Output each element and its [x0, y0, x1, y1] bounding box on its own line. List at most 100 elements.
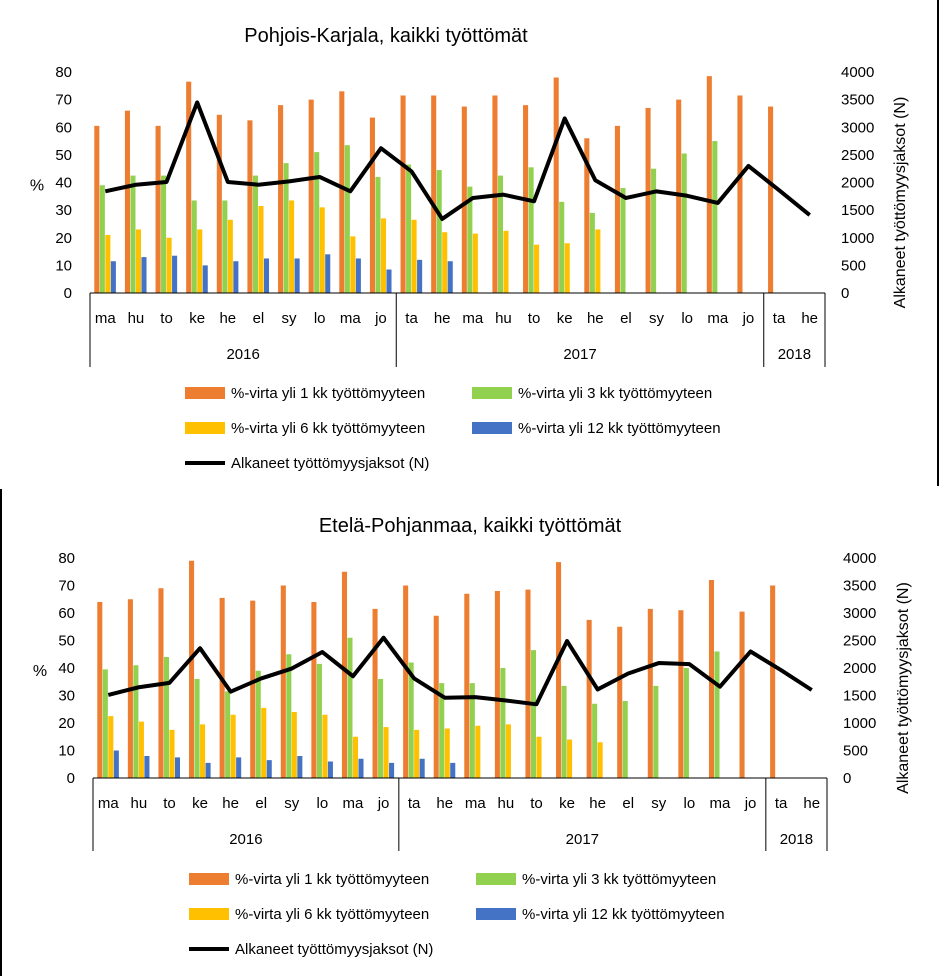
bar-virta-yli-1-kk-tyottomyyteen-18 [645, 107, 651, 293]
y2-tick-label: 1500 [841, 202, 874, 219]
bar-virta-yli-6-kk-tyottomyyteen-2 [169, 729, 175, 779]
bar-virta-yli-12-kk-tyottomyyteen-7 [327, 761, 333, 778]
bar-virta-yli-6-kk-tyottomyyteen-5 [258, 205, 264, 293]
bar-virta-yli-12-kk-tyottomyyteen-2 [174, 757, 181, 779]
y-tick-label: 60 [55, 119, 72, 136]
bar-virta-yli-6-kk-tyottomyyteen-8 [350, 236, 356, 293]
bar-virta-yli-3-kk-tyottomyyteen-18 [651, 168, 657, 293]
bar-virta-yli-6-kk-tyottomyyteen-3 [197, 229, 203, 293]
bar-virta-yli-1-kk-tyottomyyteen-21 [737, 95, 743, 293]
bar-virta-yli-3-kk-tyottomyyteen-12 [469, 683, 475, 779]
bar-virta-yli-1-kk-tyottomyyteen-12 [464, 593, 470, 778]
y2-tick-label: 3500 [843, 578, 876, 595]
bar-virta-yli-12-kk-tyottomyyteen-10 [417, 259, 423, 293]
bar-virta-yli-12-kk-tyottomyyteen-11 [450, 762, 456, 779]
bar-virta-yli-1-kk-tyottomyyteen-14 [525, 589, 531, 779]
x-tick-label: lo [684, 795, 696, 812]
bar-virta-yli-12-kk-tyottomyyteen-6 [297, 756, 303, 778]
bar-virta-yli-1-kk-tyottomyyteen-11 [431, 95, 437, 293]
bar-virta-yli-6-kk-tyottomyyteen-16 [595, 229, 601, 293]
y-tick-label: 40 [55, 175, 72, 192]
bar-virta-yli-3-kk-tyottomyyteen-13 [500, 668, 506, 778]
y-tick-label: 50 [55, 147, 72, 164]
bar-virta-yli-3-kk-tyottomyyteen-1 [130, 175, 136, 293]
x-tick-label: sy [282, 310, 298, 327]
bar-virta-yli-1-kk-tyottomyyteen-16 [584, 138, 590, 293]
bar-virta-yli-3-kk-tyottomyyteen-7 [316, 663, 322, 779]
legend-swatch-virta-yli-12-kk-tyottomyyteen [476, 908, 516, 920]
bar-virta-yli-3-kk-tyottomyyteen-4 [225, 691, 231, 779]
bar-virta-yli-1-kk-tyottomyyteen-0 [94, 125, 100, 294]
y-tick-label: 10 [55, 257, 72, 274]
x-tick-label: lo [681, 310, 693, 327]
bar-virta-yli-3-kk-tyottomyyteen-0 [102, 669, 108, 779]
x-tick-label: ma [98, 795, 119, 812]
bar-virta-yli-6-kk-tyottomyyteen-7 [322, 714, 328, 778]
legend-label-virta-yli-1-kk-tyottomyyteen: %-virta yli 1 kk työttömyyteen [231, 385, 425, 402]
x-tick-label: ta [773, 310, 786, 327]
legend-label-virta-yli-3-kk-tyottomyyteen: %-virta yli 3 kk työttömyyteen [518, 385, 712, 402]
x-tick-label: ma [95, 310, 116, 327]
y2-tick-label: 3000 [843, 605, 876, 622]
bar-virta-yli-1-kk-tyottomyyteen-22 [768, 106, 774, 293]
bar-virta-yli-6-kk-tyottomyyteen-14 [536, 736, 542, 778]
x-tick-label: hu [128, 310, 145, 327]
y-tick-label: 20 [55, 230, 72, 247]
bar-virta-yli-6-kk-tyottomyyteen-1 [135, 229, 142, 293]
bar-virta-yli-1-kk-tyottomyyteen-4 [216, 114, 222, 293]
x-tick-label: jo [377, 795, 390, 812]
legend-swatch-virta-yli-6-kk-tyottomyyteen [185, 422, 225, 434]
bar-virta-yli-3-kk-tyottomyyteen-8 [347, 637, 353, 778]
bar-virta-yli-6-kk-tyottomyyteen-13 [503, 230, 509, 293]
bar-virta-yli-6-kk-tyottomyyteen-0 [108, 716, 114, 779]
bar-virta-yli-3-kk-tyottomyyteen-16 [589, 212, 595, 293]
x-tick-label: to [160, 310, 173, 327]
bar-virta-yli-1-kk-tyottomyyteen-2 [155, 125, 161, 294]
bar-virta-yli-1-kk-tyottomyyteen-1 [124, 110, 130, 294]
bar-virta-yli-6-kk-tyottomyyteen-1 [138, 721, 144, 779]
chart-panel-pohjois-karjala: Pohjois-Karjala, kaikki työttömät 0 10 20 30… [0, 0, 939, 487]
legend-swatch-virta-yli-1-kk-tyottomyyteen [189, 873, 229, 885]
x-group-label: 2017 [566, 831, 599, 848]
bar-virta-yli-3-kk-tyottomyyteen-2 [163, 657, 170, 778]
bar-virta-yli-6-kk-tyottomyyteen-6 [289, 200, 295, 293]
bar-virta-yli-6-kk-tyottomyyteen-9 [383, 727, 389, 779]
x-tick-label: he [436, 795, 453, 812]
bar-virta-yli-6-kk-tyottomyyteen-16 [597, 742, 603, 778]
bar-virta-yli-1-kk-tyottomyyteen-18 [647, 608, 653, 779]
bar-virta-yli-1-kk-tyottomyyteen-10 [403, 585, 409, 778]
x-tick-label: to [528, 310, 541, 327]
bar-virta-yli-1-kk-tyottomyyteen-13 [494, 591, 500, 778]
line-series-alkaneet-tyottomyysjaksot-n [104, 100, 811, 221]
x-group-label: 2016 [226, 346, 259, 363]
x-tick-label: el [620, 310, 632, 327]
legend-swatch-virta-yli-12-kk-tyottomyyteen [472, 422, 512, 434]
y2-tick-label: 4000 [843, 550, 876, 567]
bar-virta-yli-12-kk-tyottomyyteen-7 [325, 254, 331, 293]
y2-tick-label: 2000 [843, 660, 876, 677]
bar-virta-yli-3-kk-tyottomyyteen-11 [436, 170, 442, 293]
bar-virta-yli-6-kk-tyottomyyteen-5 [261, 707, 267, 779]
bar-virta-yli-3-kk-tyottomyyteen-9 [378, 679, 384, 778]
x-group-label: 2018 [778, 346, 811, 363]
y2-tick-label: 1000 [843, 715, 876, 732]
x-tick-label: el [255, 795, 267, 812]
legend-label-alkaneet-tyottomyysjaksot-n: Alkaneet työttömyysjaksot (N) [231, 455, 429, 472]
y2-tick-label: 3000 [841, 119, 874, 136]
bar-virta-yli-3-kk-tyottomyyteen-7 [314, 152, 320, 293]
y2-axis-label: Alkaneet työttömyysjaksot (N) [892, 97, 909, 309]
chart-etela-pohjanmaa: Etelä-Pohjanmaa, kaikki työttömät 0 10 20 30… [33, 515, 912, 958]
x-tick-label: ke [559, 795, 575, 812]
chart-title: Etelä-Pohjanmaa, kaikki työttömät [319, 515, 622, 537]
bar-virta-yli-3-kk-tyottomyyteen-0 [99, 185, 105, 293]
bar-virta-yli-3-kk-tyottomyyteen-3 [194, 679, 200, 778]
y2-tick-label: 0 [841, 285, 849, 302]
bar-virta-yli-3-kk-tyottomyyteen-15 [561, 685, 567, 779]
chart-title: Pohjois-Karjala, kaikki työttömät [244, 25, 528, 47]
bar-virta-yli-3-kk-tyottomyyteen-5 [255, 670, 261, 778]
bar-virta-yli-1-kk-tyottomyyteen-9 [369, 117, 375, 293]
bar-virta-yli-1-kk-tyottomyyteen-20 [706, 76, 712, 293]
x-tick-label: he [803, 795, 820, 812]
bar-virta-yli-6-kk-tyottomyyteen-11 [444, 728, 450, 778]
bar-virta-yli-3-kk-tyottomyyteen-5 [252, 175, 258, 293]
